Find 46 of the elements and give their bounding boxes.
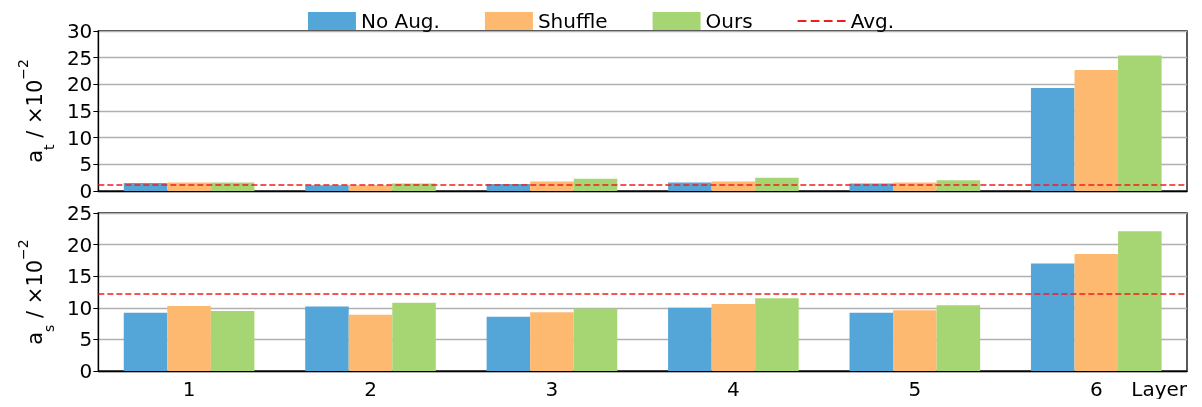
bar [711,304,756,371]
y-tick-label: 15 [66,99,93,123]
x-tick-label: 3 [545,377,559,401]
bar [1030,88,1075,191]
y-tick-label: 20 [66,72,93,97]
legend-label: Ours [705,9,753,33]
bar [893,310,937,371]
bar [348,314,393,371]
x-tick-label: 2 [364,377,377,401]
bar [668,307,712,371]
bar [573,308,618,371]
bar [936,305,981,371]
y-axis-title: as / ×10−2 [15,239,57,345]
y-tick-label: 10 [66,125,93,150]
bar [305,306,349,371]
bar [167,305,211,371]
y-tick-label: 25 [66,45,93,70]
y-tick-label: 0 [79,179,93,203]
bar [486,316,531,371]
bar [530,312,574,371]
y-tick-label: 5 [79,327,93,352]
legend-label: Avg. [850,9,895,33]
x-tick-label: 4 [727,377,740,401]
y-tick-label: 30 [66,19,93,43]
y-axis-title: at / ×10−2 [15,59,57,163]
legend-label: No Aug. [360,9,440,33]
y-tick-label: 10 [66,295,93,320]
bar [755,298,799,371]
bar [1074,254,1119,371]
bar [1074,69,1119,191]
x-tick-label: 6 [1089,377,1103,401]
y-tick-label: 25 [66,201,93,225]
bar [1118,55,1162,191]
bar [1030,263,1075,371]
bar [210,310,255,371]
y-tick-label: 15 [66,264,93,289]
bar [1118,231,1162,371]
y-tick-label: 5 [79,152,93,177]
x-tick-label: 1 [182,377,196,401]
bar [392,302,436,371]
bar [849,312,894,371]
bar [123,312,168,371]
legend-label: Shuffle [537,9,608,33]
x-tick-label: 5 [908,377,922,401]
y-tick-label: 20 [66,232,93,257]
y-tick-label: 0 [79,359,93,383]
